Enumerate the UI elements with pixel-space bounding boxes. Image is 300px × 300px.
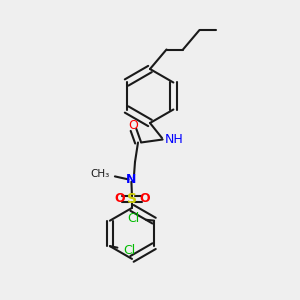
- Text: O: O: [139, 192, 150, 206]
- Text: O: O: [128, 118, 138, 132]
- Text: Cl: Cl: [123, 244, 135, 256]
- Text: NH: NH: [165, 133, 184, 146]
- Text: CH₃: CH₃: [90, 169, 110, 179]
- Text: O: O: [114, 192, 125, 206]
- Text: Cl: Cl: [128, 212, 140, 225]
- Text: N: N: [126, 173, 136, 186]
- Text: S: S: [127, 192, 137, 206]
